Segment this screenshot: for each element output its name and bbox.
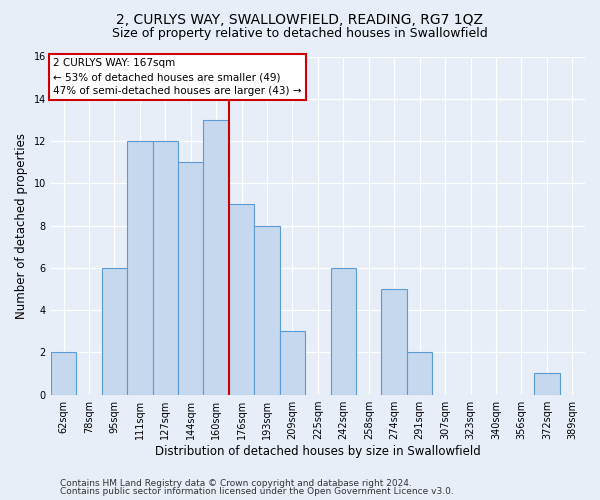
Bar (407, 352, 433, 395)
Bar (203, 120, 229, 394)
Bar (101, 268, 127, 394)
Bar (382, 289, 407, 395)
Bar (254, 226, 280, 394)
X-axis label: Distribution of detached houses by size in Swallowfield: Distribution of detached houses by size … (155, 444, 481, 458)
Text: 2 CURLYS WAY: 167sqm
← 53% of detached houses are smaller (49)
47% of semi-detac: 2 CURLYS WAY: 167sqm ← 53% of detached h… (53, 58, 302, 96)
Text: Size of property relative to detached houses in Swallowfield: Size of property relative to detached ho… (112, 28, 488, 40)
Bar (51, 352, 76, 395)
Bar (152, 141, 178, 395)
Text: 2, CURLYS WAY, SWALLOWFIELD, READING, RG7 1QZ: 2, CURLYS WAY, SWALLOWFIELD, READING, RG… (116, 12, 484, 26)
Text: Contains public sector information licensed under the Open Government Licence v3: Contains public sector information licen… (60, 487, 454, 496)
Bar (127, 141, 152, 395)
Bar (280, 331, 305, 394)
Bar (178, 162, 203, 394)
Bar (331, 268, 356, 394)
Text: Contains HM Land Registry data © Crown copyright and database right 2024.: Contains HM Land Registry data © Crown c… (60, 478, 412, 488)
Y-axis label: Number of detached properties: Number of detached properties (15, 132, 28, 318)
Bar (534, 374, 560, 394)
Bar (229, 204, 254, 394)
